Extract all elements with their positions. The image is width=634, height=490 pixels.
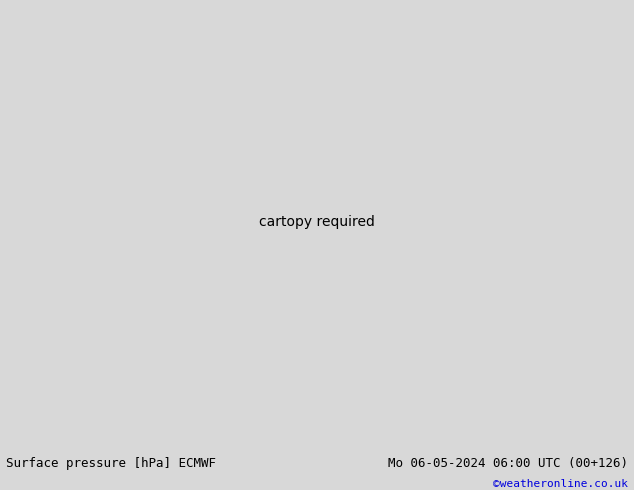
Text: cartopy required: cartopy required bbox=[259, 215, 375, 229]
Text: ©weatheronline.co.uk: ©weatheronline.co.uk bbox=[493, 479, 628, 489]
Text: Mo 06-05-2024 06:00 UTC (00+126): Mo 06-05-2024 06:00 UTC (00+126) bbox=[387, 458, 628, 470]
Text: Surface pressure [hPa] ECMWF: Surface pressure [hPa] ECMWF bbox=[6, 458, 216, 470]
